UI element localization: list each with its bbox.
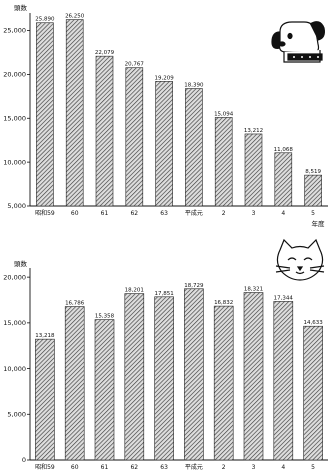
cat-category-label: 3 bbox=[252, 464, 256, 471]
dog-value-label: 8,519 bbox=[305, 169, 321, 175]
dog-ytick-label: 5,000 bbox=[7, 202, 26, 210]
cat-ytick-label: 20,000 bbox=[3, 273, 26, 281]
dog-chart: 頭数 年度 5,000 10,000 15,000 20,000 25,000 25,89… bbox=[3, 3, 328, 228]
dog-chart-xlabel: 年度 bbox=[312, 219, 326, 228]
dog-bar bbox=[65, 19, 84, 207]
dog-bar bbox=[36, 22, 54, 207]
cat-bar bbox=[35, 338, 55, 461]
cat-bar bbox=[64, 306, 85, 461]
cat-bar bbox=[303, 325, 323, 461]
dog-value-label: 19,209 bbox=[154, 75, 174, 81]
dog-category-label: 3 bbox=[252, 210, 256, 217]
dog-category-label: 4 bbox=[281, 210, 285, 217]
cat-bar bbox=[94, 319, 115, 461]
cat-bar bbox=[273, 301, 294, 461]
dog-category-label: 5 bbox=[311, 210, 315, 217]
cat-chart: 頭数 0 5,000 10,000 15,000 20,000 13,218 昭和59 16,… bbox=[3, 238, 328, 471]
dog-category-label: 63 bbox=[160, 210, 168, 217]
cat-ytick-label: 5,000 bbox=[7, 410, 26, 418]
cat-category-label: 平成元 bbox=[185, 463, 203, 471]
cat-chart-ylabel: 頭数 bbox=[14, 259, 28, 268]
cat-category-label: 5 bbox=[311, 464, 315, 471]
cat-value-label: 16,832 bbox=[214, 300, 233, 306]
dog-bar bbox=[185, 88, 203, 207]
dog-ytick-label: 10,000 bbox=[3, 158, 26, 166]
dog-category-label: 2 bbox=[222, 210, 226, 217]
dog-bar bbox=[274, 152, 293, 207]
dog-category-label: 平成元 bbox=[185, 209, 203, 217]
cat-value-label: 15,358 bbox=[95, 314, 115, 320]
cat-ytick-label: 10,000 bbox=[3, 365, 26, 373]
cat-bar bbox=[243, 292, 264, 461]
cat-category-label: 昭和59 bbox=[35, 463, 55, 471]
dog-category-label: 60 bbox=[71, 210, 79, 217]
dog-bar bbox=[304, 174, 322, 207]
dog-value-label: 20,767 bbox=[125, 62, 145, 68]
cat-value-label: 14,633 bbox=[303, 320, 323, 326]
cat-bar bbox=[154, 296, 174, 461]
dog-ytick-label: 20,000 bbox=[3, 71, 26, 79]
cat-category-label: 60 bbox=[71, 464, 79, 471]
cat-ytick-label: 15,000 bbox=[3, 319, 26, 327]
cat-category-label: 4 bbox=[281, 464, 285, 471]
dog-ytick-label: 25,000 bbox=[3, 27, 26, 35]
dog-category-label: 昭和59 bbox=[35, 209, 55, 217]
cat-value-label: 13,218 bbox=[35, 333, 55, 339]
dog-value-label: 13,212 bbox=[244, 128, 263, 134]
cat-category-label: 62 bbox=[130, 464, 138, 471]
cat-category-label: 63 bbox=[160, 464, 168, 471]
cat-icon bbox=[275, 238, 325, 281]
cat-value-label: 16,786 bbox=[65, 301, 85, 307]
cat-bar bbox=[124, 293, 145, 461]
cat-ytick-label: 0 bbox=[22, 456, 26, 464]
dog-category-label: 61 bbox=[101, 210, 109, 217]
dog-category-label: 62 bbox=[130, 210, 138, 217]
dog-bar bbox=[244, 133, 263, 207]
cat-value-label: 17,344 bbox=[274, 295, 294, 301]
dog-value-label: 18,390 bbox=[184, 83, 204, 89]
dog-value-label: 26,250 bbox=[65, 14, 85, 20]
cat-category-label: 2 bbox=[222, 464, 226, 471]
dog-bar bbox=[125, 67, 144, 207]
cat-value-label: 17,851 bbox=[154, 291, 173, 297]
cat-category-label: 61 bbox=[101, 464, 109, 471]
cat-value-label: 18,201 bbox=[125, 288, 144, 294]
dog-value-label: 11,068 bbox=[274, 147, 294, 153]
dog-icon bbox=[271, 21, 325, 63]
cat-bar bbox=[184, 288, 204, 461]
dog-ytick-label: 15,000 bbox=[3, 114, 26, 122]
dog-value-label: 15,094 bbox=[214, 111, 234, 117]
dog-bar bbox=[214, 117, 233, 207]
dog-bar bbox=[95, 55, 114, 207]
dog-bar bbox=[155, 81, 173, 207]
dog-value-label: 22,079 bbox=[95, 50, 115, 56]
cat-value-label: 18,321 bbox=[244, 286, 263, 292]
dog-chart-ylabel: 頭数 bbox=[14, 3, 28, 12]
cat-bar bbox=[213, 305, 234, 461]
dog-value-label: 25,890 bbox=[35, 17, 55, 23]
cat-value-label: 18,729 bbox=[184, 283, 204, 289]
